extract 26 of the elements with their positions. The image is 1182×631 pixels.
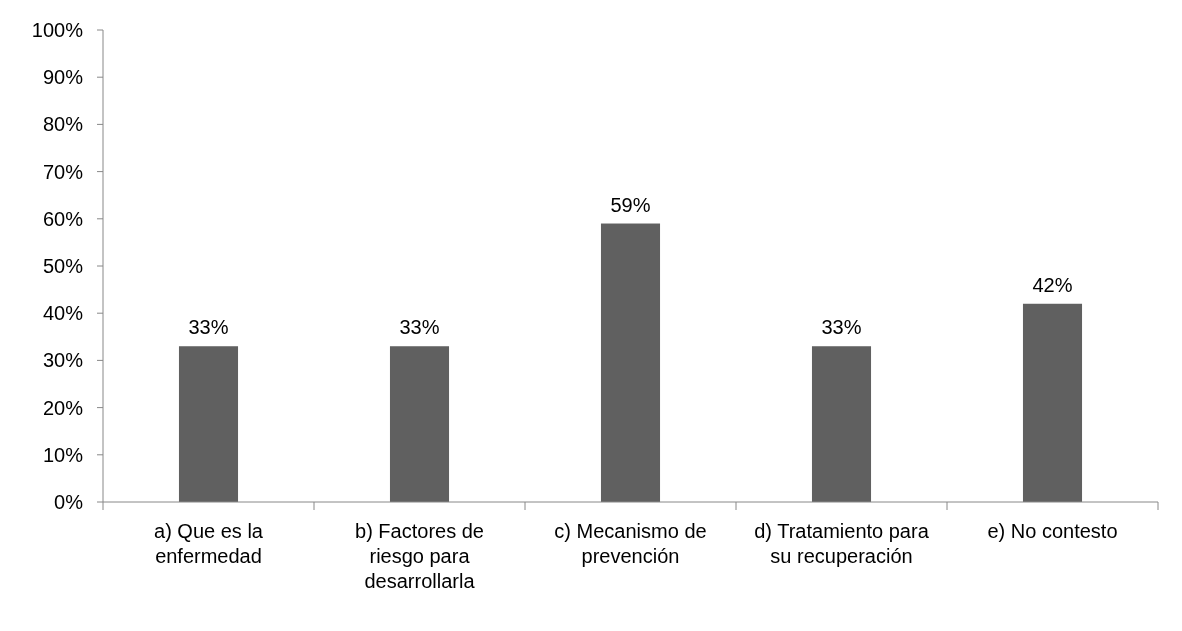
- y-tick-label: 0%: [54, 491, 84, 513]
- y-tick-label: 20%: [42, 396, 84, 419]
- y-tick-label: 30%: [42, 349, 84, 372]
- x-tick-label: d) Tratamiento para su recuperación: [754, 520, 930, 567]
- bar: [1022, 303, 1083, 502]
- y-tick-label: 80%: [42, 113, 84, 136]
- data-label: 33%: [399, 316, 440, 339]
- x-tick-label: e) No contesto: [987, 520, 1118, 542]
- x-tick-label: c) Mecanismo de prevención: [554, 520, 707, 567]
- bar: [600, 223, 661, 502]
- bar: [811, 346, 872, 502]
- x-tick-label: b) Factores de riesgo para desarrollarla: [355, 520, 484, 592]
- data-label: 59%: [610, 193, 651, 216]
- data-label: 33%: [188, 316, 229, 339]
- y-tick-label: 60%: [42, 207, 84, 230]
- y-tick-label: 90%: [42, 66, 84, 89]
- x-tick-label: a) Que es la enfermedad: [154, 520, 264, 567]
- y-tick-label: 50%: [42, 255, 84, 277]
- y-tick-label: 10%: [42, 443, 84, 466]
- y-tick-label: 100%: [31, 19, 84, 41]
- data-label: 42%: [1032, 273, 1073, 296]
- bar: [178, 346, 239, 502]
- bar: [389, 346, 450, 502]
- y-tick-label: 70%: [42, 160, 84, 183]
- data-label: 33%: [821, 316, 862, 339]
- y-tick-label: 40%: [42, 302, 84, 325]
